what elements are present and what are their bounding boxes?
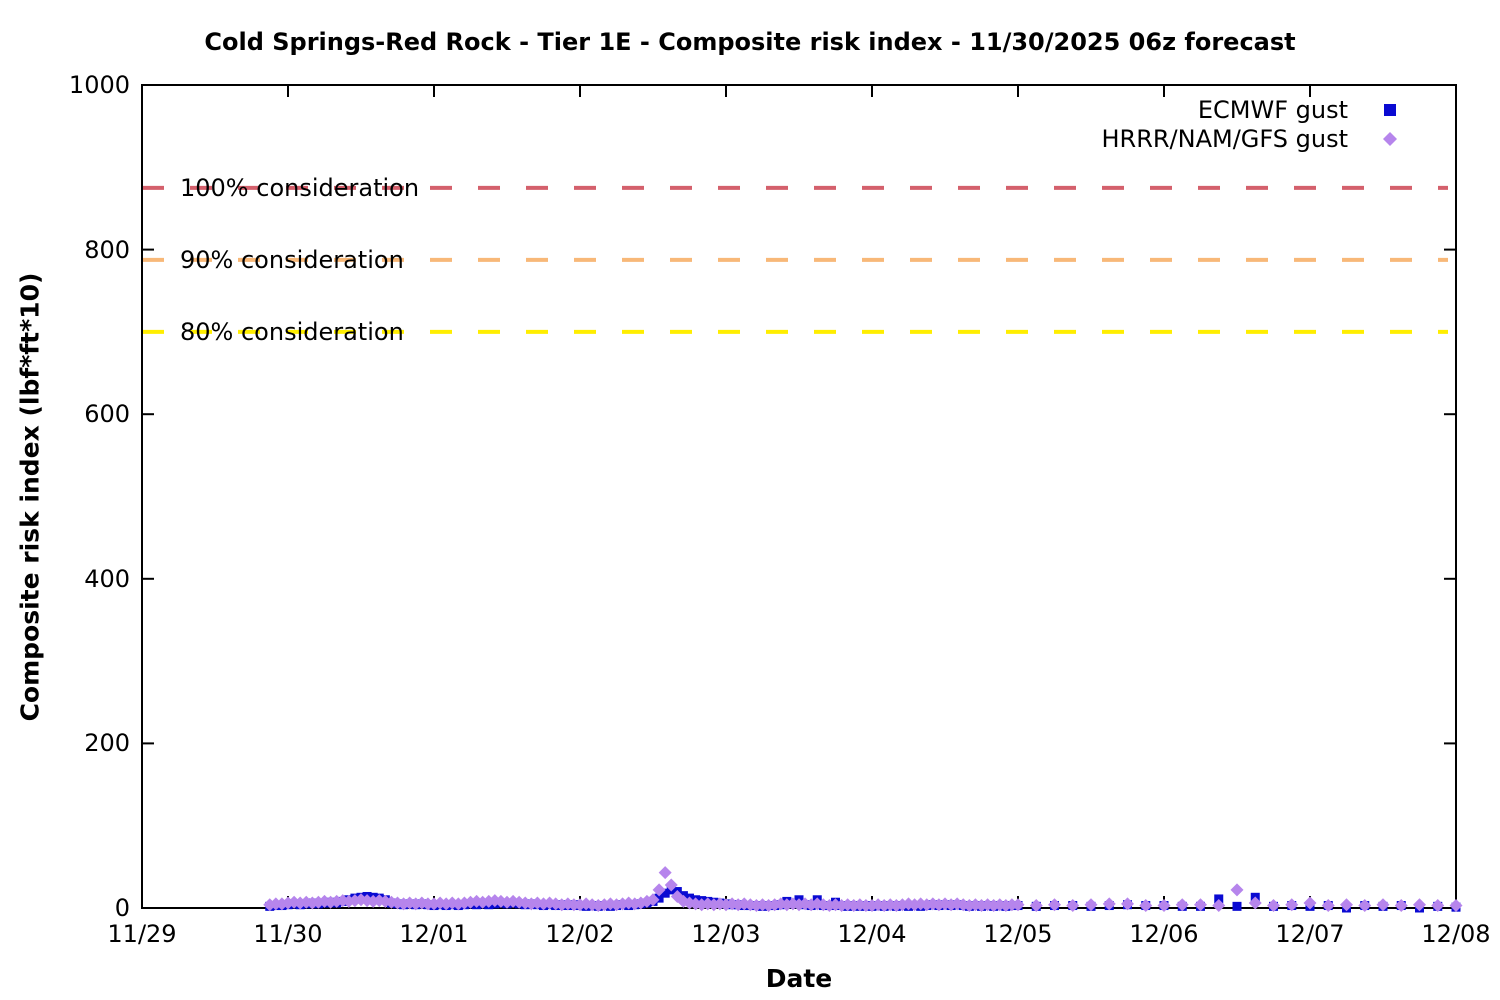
threshold-label-100: 100% consideration <box>180 174 420 202</box>
x-tick-label: 11/29 <box>107 920 177 948</box>
y-tick-label: 600 <box>84 400 130 428</box>
y-tick-label: 800 <box>84 236 130 264</box>
series-diamond-points <box>263 866 1463 913</box>
y-tick-label: 0 <box>114 894 130 922</box>
plot-border <box>141 84 1457 909</box>
x-axis-label: Date <box>765 964 833 993</box>
x-tick-label: 12/08 <box>1421 920 1491 948</box>
y-tick-label: 400 <box>84 565 130 593</box>
threshold-label-90: 90% consideration <box>180 246 404 274</box>
x-tick-label: 12/04 <box>837 920 907 948</box>
legend-entry-hrrr-nam-gfs: HRRR/NAM/GFS gust <box>1101 124 1398 153</box>
x-tick-label: 12/06 <box>1129 920 1199 948</box>
chart-title: Cold Springs-Red Rock - Tier 1E - Compos… <box>204 28 1296 56</box>
legend-label-hrrr-nam-gfs: HRRR/NAM/GFS gust <box>1101 124 1348 153</box>
x-tick-label: 12/07 <box>1275 920 1345 948</box>
diamond-marker-icon <box>1383 131 1397 146</box>
x-tick-label: 12/05 <box>983 920 1053 948</box>
legend-label-ecmwf: ECMWF gust <box>1197 95 1348 124</box>
x-tick-label: 11/30 <box>253 920 323 948</box>
square-marker-icon <box>1384 103 1396 116</box>
threshold-label-80: 80% consideration <box>180 318 404 346</box>
x-tick-label: 12/03 <box>691 920 761 948</box>
y-tick-label: 200 <box>84 729 130 757</box>
legend-entry-ecmwf: ECMWF gust <box>1101 95 1398 124</box>
x-tick-label: 12/02 <box>545 920 615 948</box>
x-tick-label: 12/01 <box>399 920 469 948</box>
legend: ECMWF gust HRRR/NAM/GFS gust <box>1101 95 1398 153</box>
y-tick-label: 1000 <box>68 71 130 99</box>
